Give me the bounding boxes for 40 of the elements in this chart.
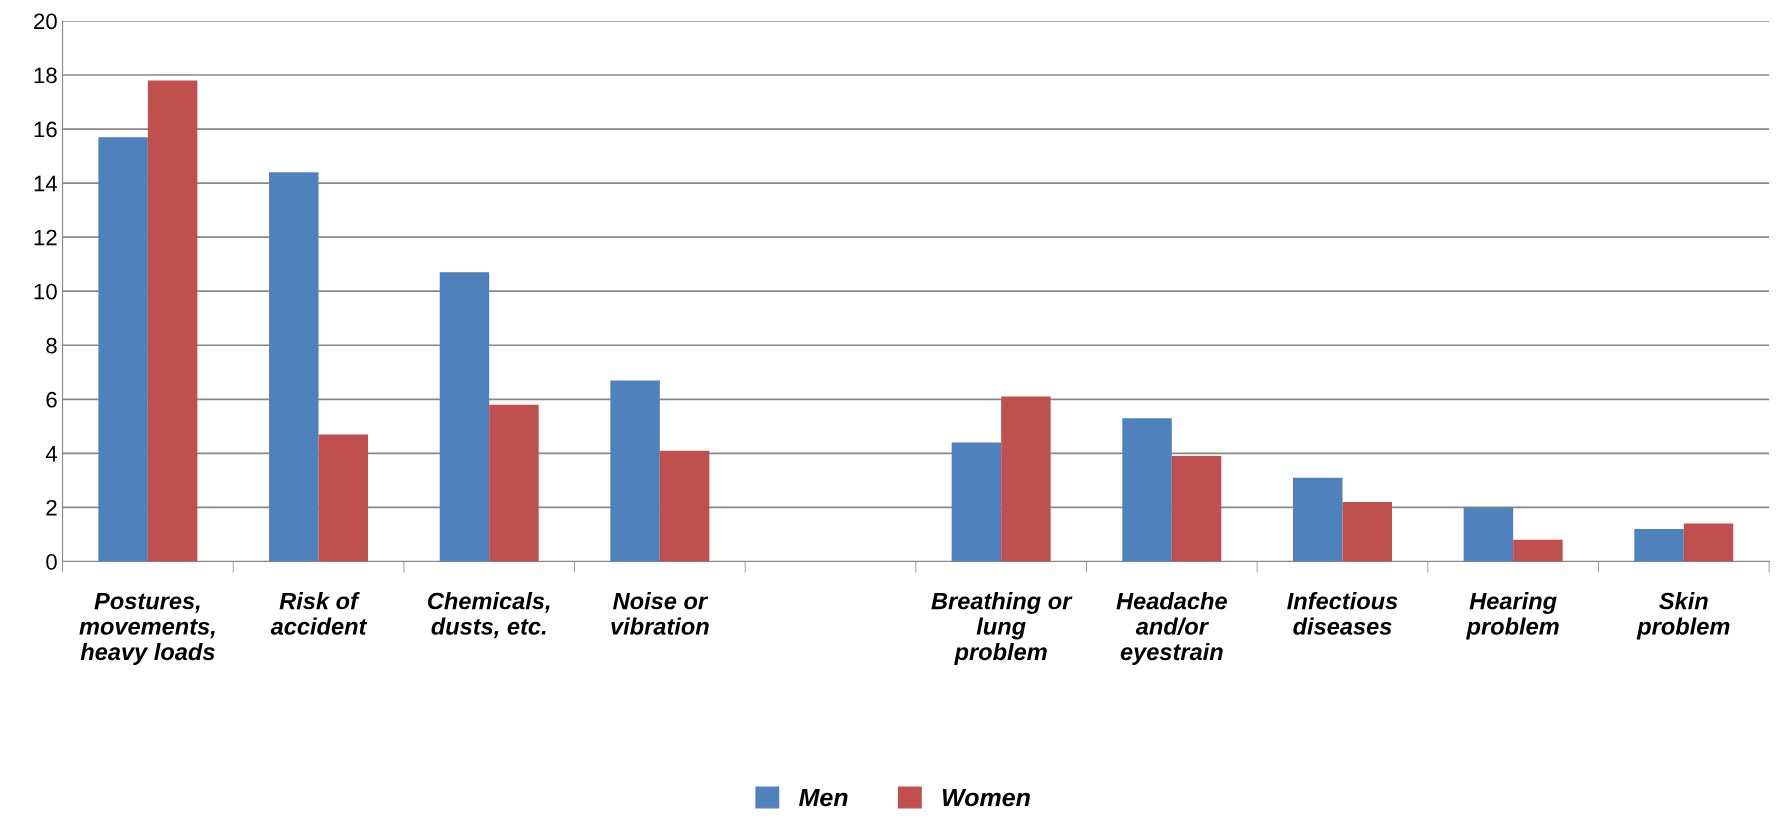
bar: [951, 442, 1002, 562]
x-tick-label: Chemicals, dusts, etc.: [428, 592, 550, 639]
bar: [1292, 477, 1343, 562]
bar: [1001, 396, 1051, 562]
bar: [98, 137, 148, 562]
x-tick-label: Infectious diseases: [1287, 592, 1398, 635]
y-tick-label: 12: [34, 229, 57, 246]
bar: [439, 272, 490, 562]
bar: [659, 450, 710, 562]
y-tick-label: 6: [46, 391, 57, 408]
bar: [1513, 539, 1563, 562]
x-tick-label: Headache and/or eyestrain: [1116, 592, 1227, 665]
bar: [318, 434, 369, 562]
legend-label: Women: [942, 788, 1030, 807]
y-tick-label: 2: [46, 499, 57, 516]
bar: [1463, 507, 1514, 562]
y-tick-label: 18: [34, 67, 57, 84]
x-tick-label: Skin problem: [1636, 592, 1730, 640]
x-tick-label: Hearing problem: [1466, 592, 1559, 640]
x-tick-label: Breathing or lung problem: [931, 592, 1073, 665]
y-tick-label: 14: [34, 175, 58, 192]
legend-label: Men: [799, 788, 848, 807]
y-tick-label: 0: [46, 553, 57, 570]
y-tick-label: 8: [46, 337, 57, 354]
bar: [269, 172, 319, 562]
y-tick-label: 16: [34, 121, 57, 138]
bar: [1342, 502, 1392, 562]
bar: [610, 380, 660, 562]
x-tick-label: Noise or vibration: [611, 592, 709, 635]
bar: [1171, 456, 1222, 562]
y-tick-label: 10: [34, 283, 57, 300]
bar: [147, 80, 198, 562]
bar: [1634, 529, 1684, 562]
y-tick-label: 4: [45, 446, 58, 462]
x-tick-label: Postures, movements, heavy loads: [79, 592, 215, 665]
y-tick-label: 20: [34, 13, 57, 30]
bar: [1683, 523, 1734, 562]
bar: [489, 404, 539, 562]
bar: [1122, 418, 1172, 562]
x-tick-label: Risk of accident: [270, 592, 368, 635]
